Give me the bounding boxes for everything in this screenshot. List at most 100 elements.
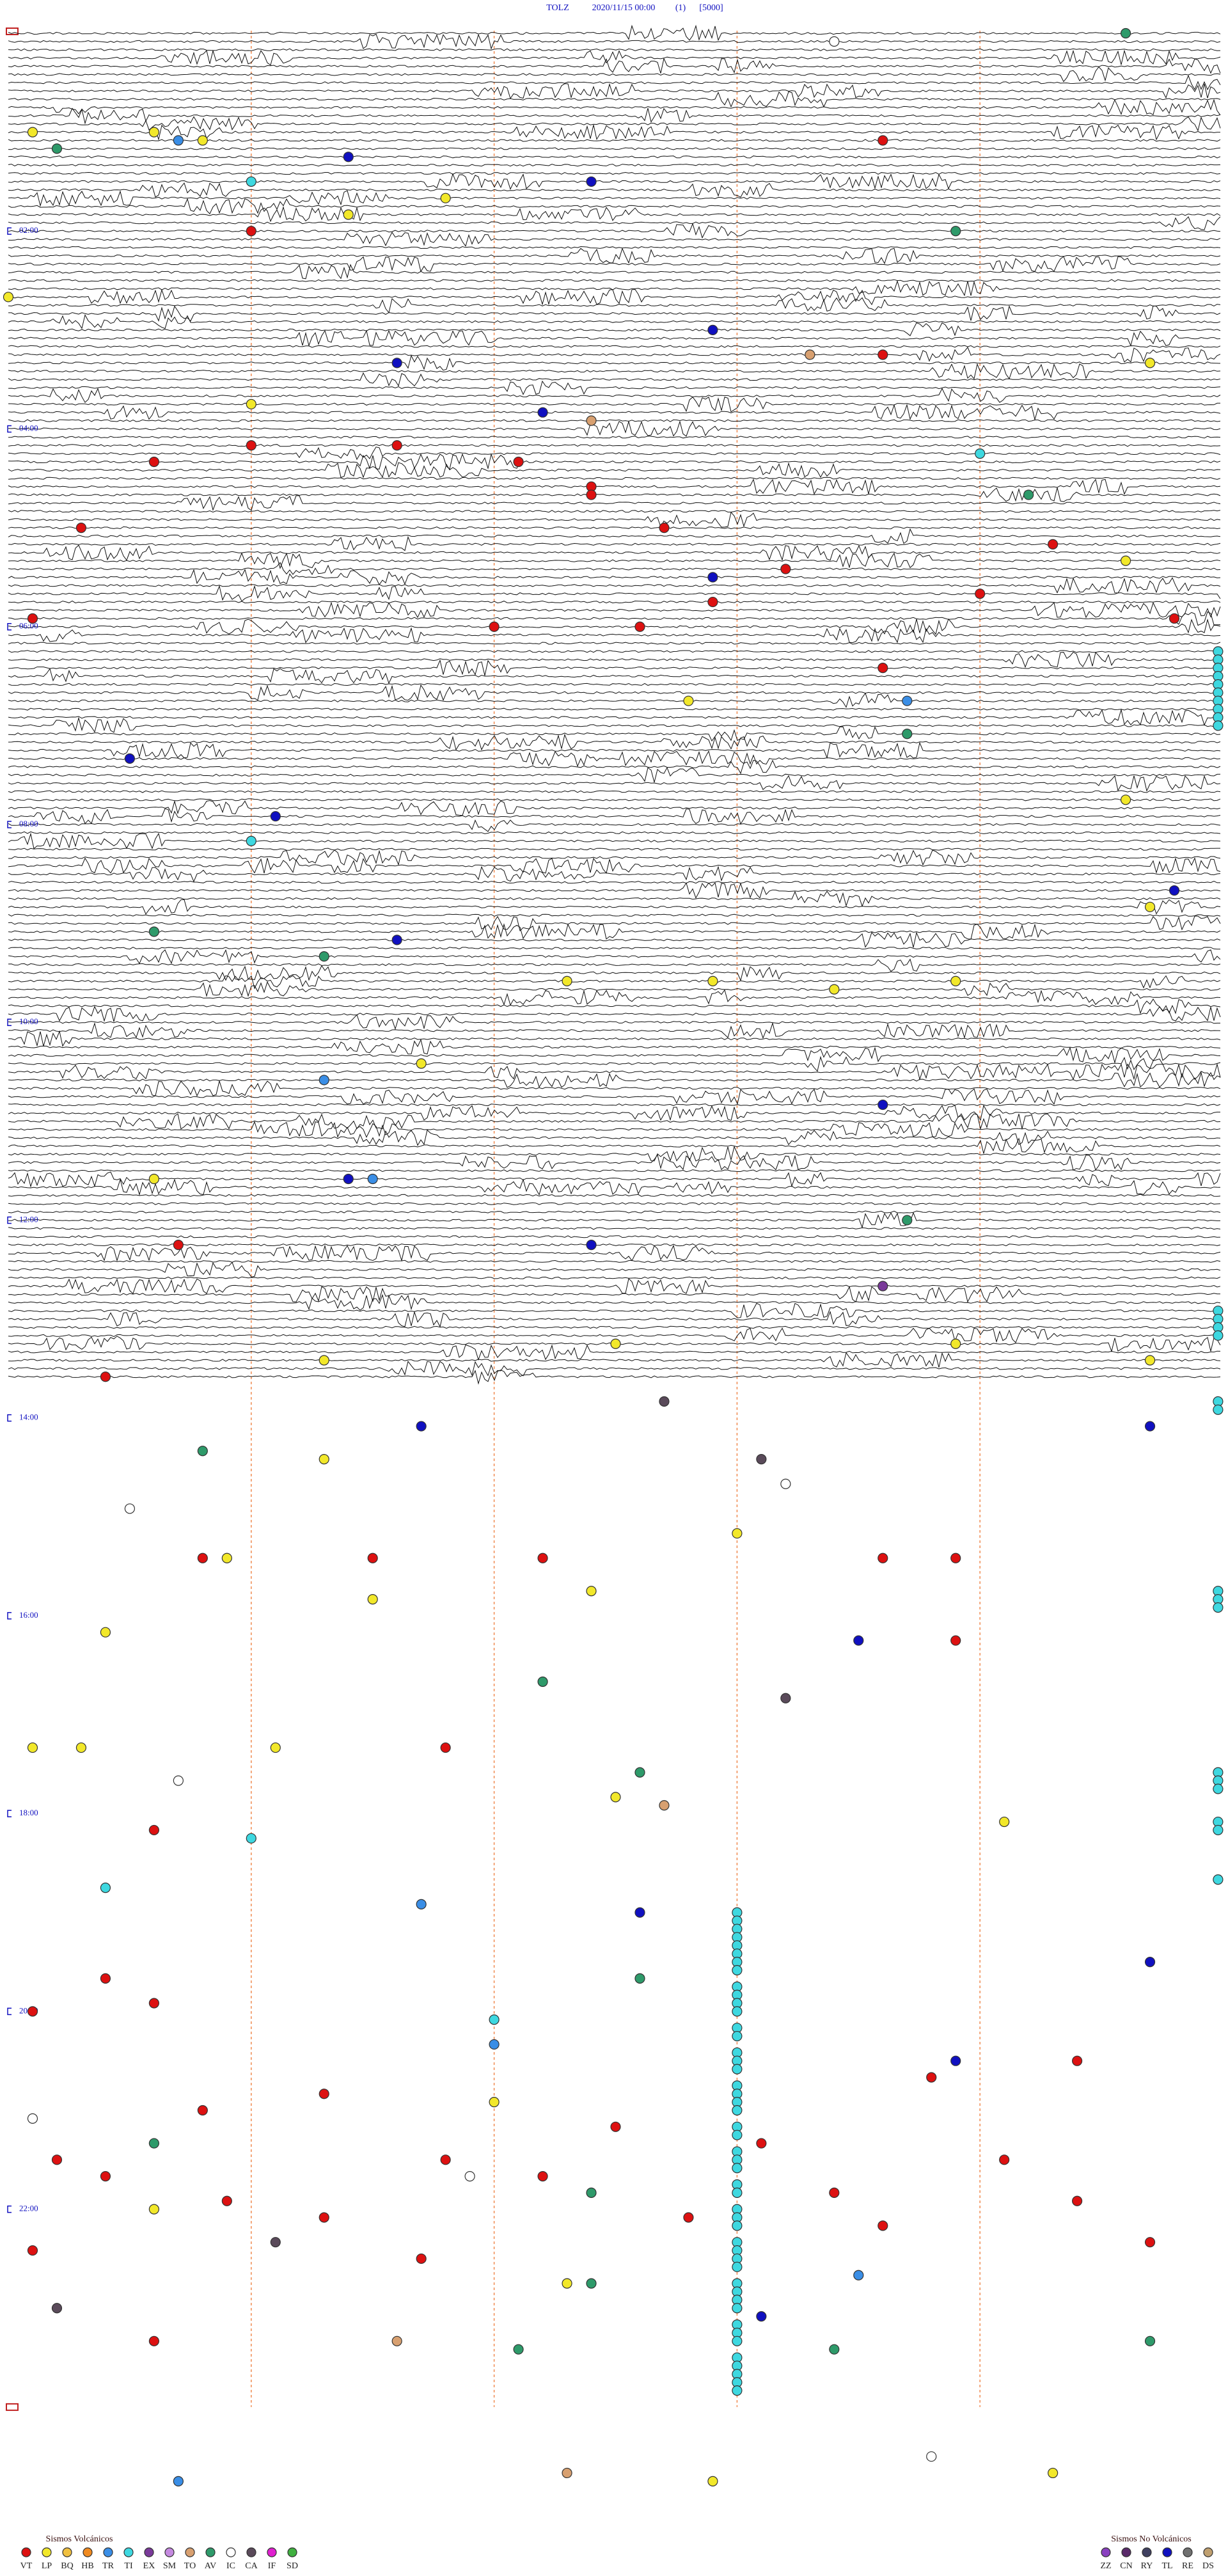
trace	[8, 58, 1221, 74]
event	[343, 1173, 354, 1185]
event	[732, 2064, 743, 2074]
trace	[8, 651, 1221, 668]
trace	[8, 1088, 1221, 1105]
event	[100, 1973, 111, 1984]
event	[707, 324, 718, 335]
event	[950, 1635, 961, 1646]
trace	[8, 585, 1221, 602]
event	[173, 1775, 184, 1786]
trace	[8, 322, 1221, 336]
hour-tick	[7, 1810, 12, 1817]
event	[27, 127, 38, 138]
trace	[8, 1212, 1220, 1229]
trace	[8, 280, 1221, 297]
event	[562, 2467, 572, 2479]
event	[246, 440, 256, 451]
legend-swatch	[83, 2547, 93, 2557]
trace	[8, 1210, 1221, 1213]
trace	[8, 66, 1221, 83]
event	[343, 152, 354, 162]
trace	[8, 535, 1221, 551]
event	[246, 1833, 256, 1844]
event	[1144, 1421, 1156, 1432]
event	[1144, 1355, 1156, 1366]
trace	[8, 1178, 1221, 1196]
event	[1048, 539, 1059, 549]
event	[246, 226, 256, 237]
trace	[8, 1030, 1221, 1047]
event	[537, 1553, 548, 1563]
event	[756, 1454, 767, 1465]
event	[1072, 2195, 1083, 2206]
trace	[8, 1276, 1221, 1279]
event	[853, 2270, 864, 2280]
trace	[8, 404, 1221, 421]
event	[829, 984, 840, 995]
event	[416, 1058, 427, 1069]
event	[586, 2187, 597, 2198]
event	[319, 1075, 329, 1086]
trace	[8, 1022, 1221, 1039]
event	[829, 2344, 840, 2355]
trace	[8, 91, 1221, 108]
event	[1144, 1956, 1156, 1968]
event	[586, 176, 597, 187]
event	[27, 2006, 38, 2017]
legend-swatch	[226, 2547, 236, 2557]
legend-swatch	[205, 2547, 216, 2557]
event	[829, 36, 840, 47]
traces	[8, 24, 1221, 1385]
event	[489, 2014, 500, 2025]
event	[270, 810, 281, 822]
event	[732, 2105, 743, 2116]
trace	[8, 569, 1221, 585]
legend-code: TR	[102, 2561, 114, 2571]
trace	[8, 182, 1221, 198]
trace	[8, 1047, 1221, 1064]
event	[148, 456, 159, 468]
hour-tick	[7, 227, 12, 235]
legend-code: TI	[124, 2561, 133, 2571]
event	[391, 2335, 402, 2346]
legend-code: BQ	[61, 2561, 73, 2571]
legend-code: ZZ	[1100, 2561, 1111, 2571]
trace	[8, 314, 1221, 329]
legend-swatch	[1162, 2547, 1172, 2557]
trace	[8, 716, 1221, 733]
trace	[8, 601, 1221, 619]
event	[634, 621, 645, 632]
trace	[8, 396, 1220, 413]
event	[732, 2303, 743, 2314]
event	[440, 193, 451, 203]
trace	[8, 139, 1221, 142]
event	[902, 695, 913, 706]
trace	[8, 264, 1221, 280]
trace	[8, 1310, 1221, 1328]
event	[197, 1553, 208, 1563]
trace	[8, 849, 1221, 866]
trace	[8, 552, 1221, 569]
trace	[8, 462, 1221, 478]
trace	[8, 345, 1221, 348]
event	[27, 2113, 38, 2124]
legend-title: Sismos No Volcánicos	[1111, 2534, 1192, 2544]
trace	[8, 800, 1221, 816]
trace	[8, 865, 1221, 883]
trace	[8, 577, 1221, 594]
trace	[8, 24, 1221, 42]
event	[610, 2121, 621, 2132]
event	[391, 935, 402, 945]
event	[148, 1173, 159, 1185]
event	[270, 1742, 281, 1753]
trace	[8, 1302, 1221, 1318]
event	[124, 1503, 135, 1514]
event	[829, 2187, 840, 2198]
event	[586, 1239, 597, 1251]
trace	[8, 1055, 1221, 1072]
event	[464, 2171, 475, 2182]
trace	[8, 642, 1221, 645]
trace	[8, 627, 1221, 644]
event	[926, 2072, 937, 2083]
event	[950, 1553, 961, 1563]
event	[100, 1627, 111, 1638]
